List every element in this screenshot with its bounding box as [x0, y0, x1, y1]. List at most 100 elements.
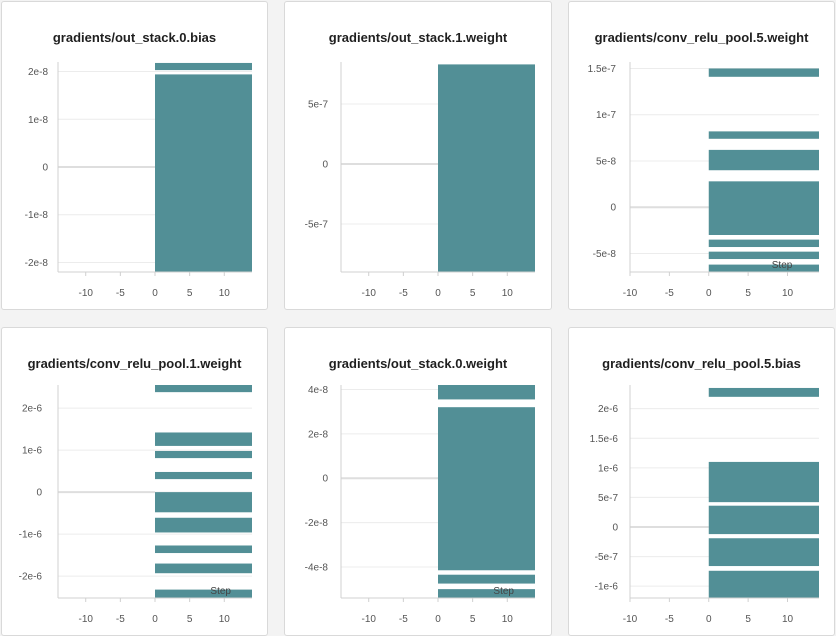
x-tick-label: -10	[78, 614, 93, 625]
x-tick-label: -10	[361, 288, 376, 299]
distribution-band	[155, 517, 252, 533]
chart-panel: gradients/conv_relu_pool.5.weight 1.5e-7…	[568, 1, 835, 310]
x-tick-label: 0	[706, 288, 712, 299]
distribution-band	[438, 385, 535, 400]
x-axis-label: Step	[772, 260, 793, 271]
distribution-band	[708, 570, 819, 598]
distribution-band	[708, 181, 819, 235]
y-tick-label: 0	[36, 488, 42, 499]
y-tick-label: 2e-8	[28, 67, 48, 78]
y-tick-label: -4e-8	[305, 562, 329, 573]
chart-title: gradients/conv_relu_pool.5.weight	[594, 30, 809, 45]
distribution-band	[708, 149, 819, 171]
distribution-band	[708, 264, 819, 272]
distribution-band	[155, 492, 252, 513]
distribution-band	[708, 461, 819, 503]
x-tick-label: 5	[187, 614, 193, 625]
distribution-band	[155, 563, 252, 574]
y-tick-label: 2e-6	[598, 404, 618, 415]
x-tick-label: 10	[219, 614, 231, 625]
x-tick-label: 5	[470, 288, 476, 299]
distribution-band	[155, 471, 252, 480]
y-tick-label: 1e-7	[596, 110, 616, 121]
x-tick-label: -5	[399, 614, 408, 625]
x-tick-label: 5	[745, 614, 751, 625]
chart-plot: 2e-6 1.5e-6 1e-6 5e-7 0 -5e-7 -1e-6 -10 -5 0 5 10	[590, 385, 819, 625]
distribution-band	[438, 64, 535, 273]
y-tick-label: 1e-6	[22, 446, 42, 457]
y-tick-label: 1e-6	[598, 463, 618, 474]
distribution-band	[438, 574, 535, 584]
chart-title: gradients/out_stack.0.weight	[328, 356, 508, 371]
x-tick-label: 10	[502, 614, 514, 625]
y-tick-label: 4e-8	[308, 385, 328, 396]
x-tick-label: -5	[399, 288, 408, 299]
x-axis-label: Step	[210, 586, 231, 597]
y-tick-label: 1.5e-7	[588, 64, 617, 75]
x-tick-label: -10	[78, 288, 93, 299]
y-tick-label: 0	[610, 203, 616, 214]
y-tick-label: 5e-7	[308, 100, 328, 111]
y-tick-label: -1e-6	[19, 530, 43, 541]
chart-panel: gradients/out_stack.0.bias 2e-8 1e-8 0 -1e-…	[1, 1, 268, 310]
chart-panel: gradients/conv_relu_pool.1.weight 2e-6 1e…	[1, 327, 268, 636]
distribution-band	[438, 407, 535, 571]
x-tick-label: 0	[435, 614, 441, 625]
distribution-band	[155, 74, 252, 272]
y-tick-label: 1e-8	[28, 115, 48, 126]
y-tick-label: -1e-8	[25, 210, 49, 221]
distribution-band	[155, 589, 252, 598]
y-tick-label: 2e-8	[308, 429, 328, 440]
distribution-band	[155, 385, 252, 393]
chart-plot: 2e-6 1e-6 0 -1e-6 -2e-6 -10 -5 0 5 10 Step	[19, 385, 252, 625]
x-tick-label: -5	[665, 614, 674, 625]
distribution-band	[708, 505, 819, 535]
x-axis-label: Step	[493, 586, 514, 597]
y-tick-label: -5e-8	[593, 249, 617, 260]
distribution-band	[708, 68, 819, 77]
chart-title: gradients/out_stack.0.bias	[52, 30, 217, 45]
y-tick-label: -5e-7	[305, 220, 329, 231]
x-tick-label: 10	[502, 288, 514, 299]
y-tick-label: -5e-7	[595, 552, 619, 563]
x-tick-label: 0	[435, 288, 441, 299]
chart-title: gradients/conv_relu_pool.5.bias	[602, 356, 801, 371]
x-tick-label: 5	[187, 288, 193, 299]
x-tick-label: 10	[782, 288, 794, 299]
chart-title: gradients/conv_relu_pool.1.weight	[27, 356, 242, 371]
y-tick-label: 0	[612, 523, 618, 534]
distribution-band	[155, 450, 252, 459]
distribution-band	[155, 432, 252, 446]
y-tick-label: 5e-8	[596, 156, 616, 167]
x-tick-label: -5	[665, 288, 674, 299]
distribution-band	[438, 589, 535, 598]
y-tick-label: -2e-8	[305, 518, 329, 529]
chart-plot: 4e-8 2e-8 0 -2e-8 -4e-8 -10 -5 0 5 10 Step	[305, 385, 535, 625]
x-tick-label: 5	[470, 614, 476, 625]
x-tick-label: -10	[623, 614, 638, 625]
y-tick-label: -1e-6	[595, 582, 619, 593]
chart-panel: gradients/out_stack.0.weight 4e-8 2e-8 0 -2…	[284, 327, 552, 636]
distribution-band	[708, 131, 819, 139]
x-tick-label: -5	[116, 288, 125, 299]
y-tick-label: 0	[322, 474, 328, 485]
distribution-band	[708, 538, 819, 567]
distribution-band	[708, 251, 819, 260]
y-tick-label: 5e-7	[598, 493, 618, 504]
y-tick-label: 2e-6	[22, 404, 42, 415]
x-tick-label: -10	[623, 288, 638, 299]
distribution-band	[155, 62, 252, 71]
x-tick-label: 10	[782, 614, 794, 625]
x-tick-label: 10	[219, 288, 231, 299]
y-tick-label: 0	[322, 160, 328, 171]
chart-plot: 5e-7 0 -5e-7 -10 -5 0 5 10	[305, 62, 535, 299]
chart-plot: 1.5e-7 1e-7 5e-8 0 -5e-8 -10 -5 0 5 10 Step	[588, 62, 819, 299]
x-tick-label: 0	[706, 614, 712, 625]
chart-panel: gradients/out_stack.1.weight 5e-7 0 -5e-7 -…	[284, 1, 552, 310]
y-tick-label: 1.5e-6	[590, 434, 619, 445]
x-tick-label: 0	[152, 614, 158, 625]
y-tick-label: -2e-6	[19, 572, 43, 583]
x-tick-label: -5	[116, 614, 125, 625]
chart-title: gradients/out_stack.1.weight	[328, 30, 508, 45]
y-tick-label: 0	[42, 163, 48, 174]
